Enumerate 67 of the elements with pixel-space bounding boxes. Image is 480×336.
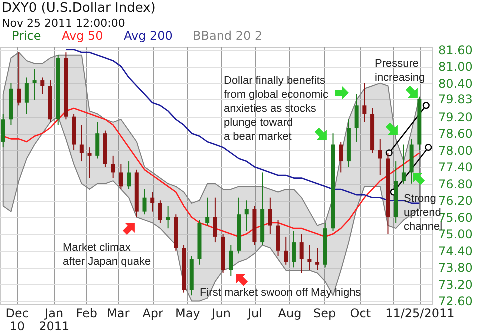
candlestick <box>32 68 37 101</box>
candlestick <box>80 124 84 162</box>
candlestick <box>127 161 132 190</box>
y-tick-label: 74.40 <box>438 244 473 258</box>
y-tick-label: 78.00 <box>438 144 473 158</box>
candlestick <box>96 122 100 160</box>
y-tick-label: 76.80 <box>438 177 473 192</box>
point <box>425 144 432 152</box>
candlestick <box>300 234 304 274</box>
candlestick <box>158 200 162 224</box>
candlestick <box>119 164 124 190</box>
chart-subtitle: Nov 25 2011 12:00:00 <box>2 17 126 30</box>
y-tick-label: 77.40 <box>438 160 473 175</box>
x-tick-label: Dec 10 <box>6 306 29 334</box>
candlestick <box>213 197 218 244</box>
candlestick <box>111 155 116 179</box>
x-tick-label: Mar <box>107 306 130 320</box>
point <box>386 150 393 157</box>
y-tick-label: 81.60 <box>438 43 473 58</box>
candlestick <box>244 200 249 232</box>
x-tick-label: 11/25/2011 <box>386 306 455 320</box>
y-tick-label: 79.83 <box>438 92 473 107</box>
candlestick <box>24 77 29 115</box>
candlestick <box>40 77 45 95</box>
point <box>422 102 430 110</box>
candlestick <box>402 144 406 184</box>
annotation: Pressure increasing <box>375 58 426 84</box>
x-tick-label: May <box>175 306 200 320</box>
y-tick-label: 73.80 <box>438 261 473 276</box>
y-tick-label: 81.00 <box>438 60 473 74</box>
y-tick-label: 76.20 <box>438 194 473 208</box>
x-tick-label: Jun <box>211 306 231 320</box>
candlestick <box>378 138 382 176</box>
candlestick <box>1 114 6 148</box>
candlestick <box>150 192 155 212</box>
x-tick-label: Sep <box>313 306 336 320</box>
candlestick <box>354 94 359 142</box>
x-tick-label: Feb <box>76 306 98 320</box>
y-tick-label: 72.60 <box>438 294 473 309</box>
candlestick <box>17 52 22 106</box>
candlestick <box>206 197 210 226</box>
x-tick-label: Jan 2011 <box>39 306 70 334</box>
series-label: Avg 200 <box>124 29 173 43</box>
candlestick <box>339 141 344 174</box>
y-tick-label: 73.20 <box>438 278 473 292</box>
annotation: Dollar finally benefits from global economic anxieties as stocks plunge toward a bear market <box>224 75 330 143</box>
annotation: First market swoon off May highs <box>200 287 362 299</box>
y-tick-label: 80.40 <box>438 76 473 91</box>
x-tick-label: Apr <box>142 306 164 320</box>
series-label: Price <box>12 29 42 43</box>
candlestick <box>268 197 272 235</box>
candlestick <box>284 236 288 266</box>
x-tick-label: Jul <box>246 306 262 320</box>
x-tick-label: Aug <box>278 306 302 320</box>
y-tick-label: 79.20 <box>438 110 473 124</box>
candlestick <box>142 188 147 216</box>
legend-label: BBand 20 2 <box>193 29 263 43</box>
text: Avg 50 <box>62 29 104 43</box>
candlestick <box>362 82 367 123</box>
candlestick <box>292 230 296 268</box>
candlestick <box>88 147 92 179</box>
candlestick <box>229 244 234 277</box>
candlestick <box>316 248 320 271</box>
y-tick-label: 78.60 <box>438 127 473 142</box>
annotation: Market climax after Japan quake <box>63 242 152 268</box>
x-tick-label: Oct <box>350 306 372 320</box>
chart-title: DXY0 (U.S.Dollar Index) <box>2 1 156 16</box>
